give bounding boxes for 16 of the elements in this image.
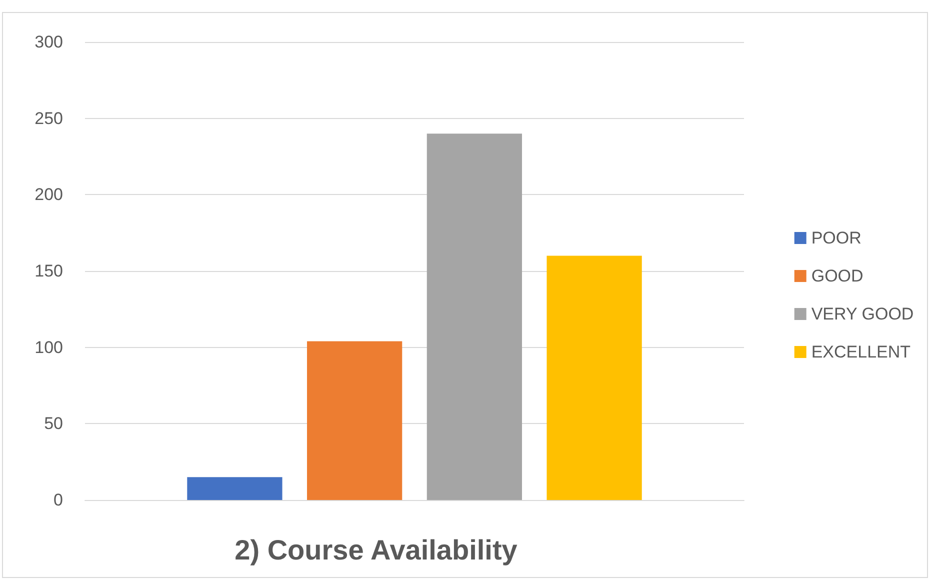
legend-label: GOOD <box>811 266 864 286</box>
y-tick-label: 0 <box>54 490 63 510</box>
legend-label: VERY GOOD <box>811 304 914 324</box>
y-tick-label: 300 <box>34 32 63 52</box>
legend-label: POOR <box>811 228 862 248</box>
y-tick-label: 50 <box>44 414 63 434</box>
y-tick-label: 100 <box>34 338 63 357</box>
bar <box>546 256 642 500</box>
bar <box>307 341 402 500</box>
text: 2) Course Availability <box>234 534 518 566</box>
bar <box>426 134 522 500</box>
legend-label: EXCELLENT <box>811 342 911 362</box>
y-tick-label: 150 <box>34 262 63 280</box>
y-tick-label: 200 <box>34 185 63 204</box>
bar <box>187 477 282 500</box>
y-tick-label: 250 <box>34 108 63 128</box>
